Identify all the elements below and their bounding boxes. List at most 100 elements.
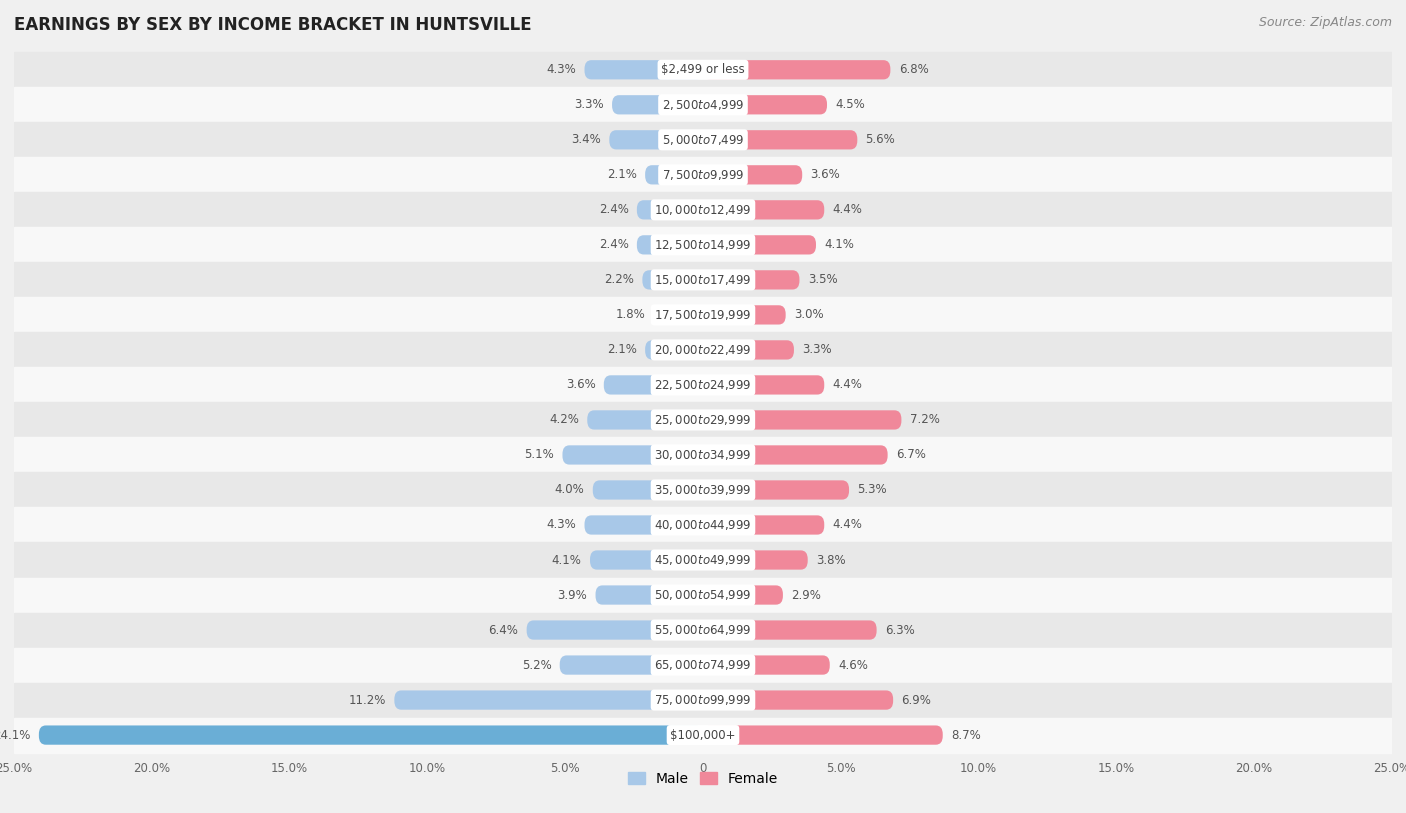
FancyBboxPatch shape xyxy=(703,550,807,570)
Text: 6.4%: 6.4% xyxy=(488,624,519,637)
FancyBboxPatch shape xyxy=(703,725,943,745)
Text: $2,499 or less: $2,499 or less xyxy=(661,63,745,76)
FancyBboxPatch shape xyxy=(703,235,815,254)
Text: 24.1%: 24.1% xyxy=(0,728,31,741)
FancyBboxPatch shape xyxy=(585,60,703,80)
Text: 2.1%: 2.1% xyxy=(607,168,637,181)
Text: $50,000 to $54,999: $50,000 to $54,999 xyxy=(654,588,752,602)
Text: 3.9%: 3.9% xyxy=(558,589,588,602)
FancyBboxPatch shape xyxy=(637,200,703,220)
Text: $65,000 to $74,999: $65,000 to $74,999 xyxy=(654,658,752,672)
Bar xyxy=(14,647,1392,683)
Text: 4.4%: 4.4% xyxy=(832,203,862,216)
Text: 3.0%: 3.0% xyxy=(794,308,824,321)
Text: $12,500 to $14,999: $12,500 to $14,999 xyxy=(654,238,752,252)
FancyBboxPatch shape xyxy=(703,270,800,289)
FancyBboxPatch shape xyxy=(703,200,824,220)
Text: 5.1%: 5.1% xyxy=(524,449,554,462)
Bar xyxy=(14,402,1392,437)
Text: 6.8%: 6.8% xyxy=(898,63,928,76)
FancyBboxPatch shape xyxy=(593,480,703,500)
Text: 3.6%: 3.6% xyxy=(810,168,841,181)
FancyBboxPatch shape xyxy=(394,690,703,710)
FancyBboxPatch shape xyxy=(603,376,703,394)
Text: 3.6%: 3.6% xyxy=(565,378,596,391)
Bar xyxy=(14,158,1392,193)
FancyBboxPatch shape xyxy=(703,341,794,359)
Text: 11.2%: 11.2% xyxy=(349,693,387,706)
FancyBboxPatch shape xyxy=(585,515,703,535)
Text: 5.6%: 5.6% xyxy=(866,133,896,146)
Text: $55,000 to $64,999: $55,000 to $64,999 xyxy=(654,623,752,637)
Text: 6.9%: 6.9% xyxy=(901,693,931,706)
FancyBboxPatch shape xyxy=(609,130,703,150)
FancyBboxPatch shape xyxy=(703,376,824,394)
FancyBboxPatch shape xyxy=(703,411,901,429)
Text: $30,000 to $34,999: $30,000 to $34,999 xyxy=(654,448,752,462)
Bar xyxy=(14,193,1392,228)
Text: 5.3%: 5.3% xyxy=(858,484,887,497)
Text: 4.4%: 4.4% xyxy=(832,378,862,391)
Text: 4.6%: 4.6% xyxy=(838,659,868,672)
Text: 4.4%: 4.4% xyxy=(832,519,862,532)
Text: 2.9%: 2.9% xyxy=(792,589,821,602)
Text: 2.2%: 2.2% xyxy=(605,273,634,286)
Text: 2.1%: 2.1% xyxy=(607,343,637,356)
Bar xyxy=(14,52,1392,87)
Text: $35,000 to $39,999: $35,000 to $39,999 xyxy=(654,483,752,497)
FancyBboxPatch shape xyxy=(703,690,893,710)
Text: $25,000 to $29,999: $25,000 to $29,999 xyxy=(654,413,752,427)
Bar xyxy=(14,718,1392,753)
FancyBboxPatch shape xyxy=(703,60,890,80)
Bar xyxy=(14,542,1392,577)
FancyBboxPatch shape xyxy=(645,165,703,185)
Text: 2.4%: 2.4% xyxy=(599,203,628,216)
FancyBboxPatch shape xyxy=(612,95,703,115)
Text: 3.5%: 3.5% xyxy=(807,273,838,286)
Bar xyxy=(14,683,1392,718)
FancyBboxPatch shape xyxy=(703,620,876,640)
Text: $7,500 to $9,999: $7,500 to $9,999 xyxy=(662,167,744,182)
Text: $5,000 to $7,499: $5,000 to $7,499 xyxy=(662,133,744,147)
Text: Source: ZipAtlas.com: Source: ZipAtlas.com xyxy=(1258,16,1392,29)
Text: 6.3%: 6.3% xyxy=(884,624,915,637)
Text: 3.8%: 3.8% xyxy=(815,554,845,567)
Text: 3.3%: 3.3% xyxy=(803,343,832,356)
Text: 4.1%: 4.1% xyxy=(553,554,582,567)
FancyBboxPatch shape xyxy=(39,725,703,745)
Text: 2.4%: 2.4% xyxy=(599,238,628,251)
Text: $17,500 to $19,999: $17,500 to $19,999 xyxy=(654,308,752,322)
Text: 6.7%: 6.7% xyxy=(896,449,925,462)
FancyBboxPatch shape xyxy=(645,341,703,359)
FancyBboxPatch shape xyxy=(703,515,824,535)
Bar xyxy=(14,472,1392,507)
FancyBboxPatch shape xyxy=(703,165,803,185)
Bar xyxy=(14,87,1392,122)
FancyBboxPatch shape xyxy=(654,305,703,324)
Text: $2,500 to $4,999: $2,500 to $4,999 xyxy=(662,98,744,112)
Text: EARNINGS BY SEX BY INCOME BRACKET IN HUNTSVILLE: EARNINGS BY SEX BY INCOME BRACKET IN HUN… xyxy=(14,16,531,34)
Bar xyxy=(14,263,1392,298)
Bar xyxy=(14,577,1392,612)
Bar xyxy=(14,298,1392,333)
Text: 3.3%: 3.3% xyxy=(574,98,603,111)
Bar xyxy=(14,437,1392,472)
Text: 1.8%: 1.8% xyxy=(616,308,645,321)
FancyBboxPatch shape xyxy=(591,550,703,570)
Text: 3.4%: 3.4% xyxy=(571,133,600,146)
FancyBboxPatch shape xyxy=(703,446,887,464)
FancyBboxPatch shape xyxy=(527,620,703,640)
Text: 7.2%: 7.2% xyxy=(910,414,939,427)
FancyBboxPatch shape xyxy=(588,411,703,429)
Text: $22,500 to $24,999: $22,500 to $24,999 xyxy=(654,378,752,392)
Text: 4.3%: 4.3% xyxy=(547,63,576,76)
FancyBboxPatch shape xyxy=(643,270,703,289)
FancyBboxPatch shape xyxy=(637,235,703,254)
Bar xyxy=(14,507,1392,542)
Text: 4.2%: 4.2% xyxy=(550,414,579,427)
FancyBboxPatch shape xyxy=(560,655,703,675)
Text: 8.7%: 8.7% xyxy=(950,728,981,741)
Legend: Male, Female: Male, Female xyxy=(623,767,783,792)
FancyBboxPatch shape xyxy=(562,446,703,464)
Text: 4.1%: 4.1% xyxy=(824,238,853,251)
